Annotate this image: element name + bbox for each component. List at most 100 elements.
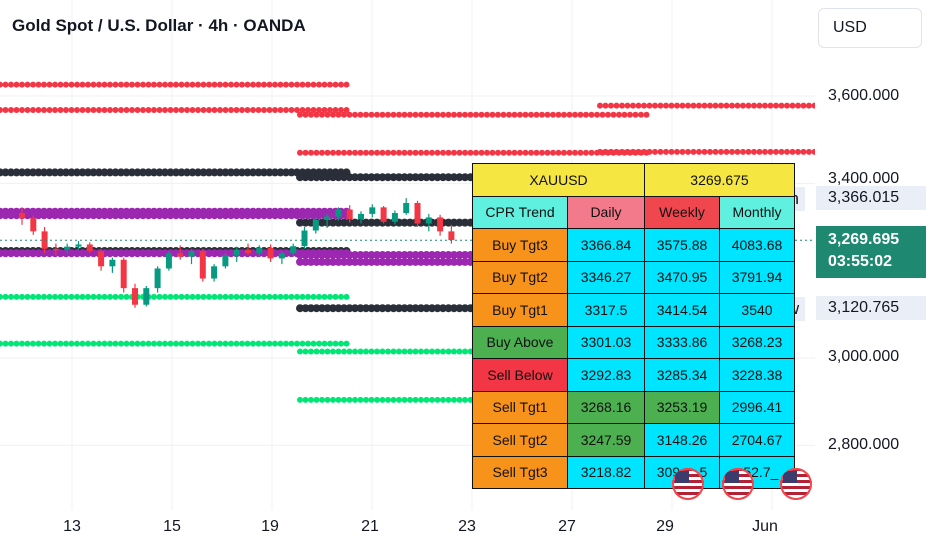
candle-body <box>391 213 398 222</box>
us-flag-icon[interactable] <box>722 468 754 500</box>
pivot-dot <box>221 168 230 177</box>
cpr-dot <box>111 211 120 220</box>
resistance-dot <box>723 102 730 109</box>
resistance-dot <box>316 106 322 113</box>
us-flag-icon[interactable] <box>780 468 812 500</box>
support-dot <box>118 293 124 300</box>
pivot-dot <box>373 218 381 227</box>
resistance-dot <box>517 111 523 118</box>
resistance-dot <box>352 149 358 156</box>
flag-canton <box>783 471 797 483</box>
pivot-level-line <box>0 168 351 177</box>
support-dot <box>374 348 380 355</box>
pivot-dot <box>254 168 263 177</box>
resistance-dot <box>129 81 135 88</box>
support-dot <box>156 340 163 347</box>
cpr-dot <box>334 250 343 259</box>
resistance-dot <box>668 102 675 109</box>
cpr-dot <box>304 211 312 220</box>
pivot-dot <box>444 173 453 182</box>
resistance-dot <box>610 111 617 118</box>
cpr-dot <box>265 211 274 220</box>
pivot-dot <box>18 168 26 177</box>
support-dot <box>0 293 3 300</box>
resistance-dot <box>511 149 518 156</box>
resistance-dot <box>533 111 540 118</box>
resistance-dot <box>145 81 152 88</box>
resistance-dot <box>313 149 320 156</box>
support-dot <box>178 293 185 300</box>
support-dot <box>211 293 218 300</box>
cpr-dot <box>461 257 469 266</box>
cpr-dot <box>166 211 175 220</box>
support-dot <box>30 340 36 347</box>
resistance-dot <box>467 111 474 118</box>
candle <box>391 210 398 225</box>
pivot-dot <box>144 168 153 177</box>
resistance-dot <box>19 81 25 88</box>
pivot-dot <box>323 173 332 182</box>
cpr-dot <box>51 249 59 258</box>
resistance-dot <box>588 149 595 156</box>
header-cell: Monthly <box>719 195 795 229</box>
pivot-dot <box>232 168 241 177</box>
resistance-dot <box>429 149 435 156</box>
resistance-dot <box>685 148 691 155</box>
resistance-dot <box>440 111 446 118</box>
cpr-dot <box>309 211 318 220</box>
cpr-dot <box>1 249 10 258</box>
currency-button[interactable]: USD <box>818 8 922 48</box>
support-dot <box>24 293 31 300</box>
candle-body <box>75 244 82 247</box>
cpr-dot <box>411 257 420 266</box>
candle <box>267 244 274 262</box>
candle <box>290 243 297 257</box>
resistance-dot <box>390 149 397 156</box>
resistance-dot <box>310 81 317 88</box>
resistance-dot <box>222 106 229 113</box>
resistance-dot <box>46 106 53 113</box>
table-row: Sell Below 3292.83 3285.34 3228.38 <box>472 358 795 392</box>
resistance-dot <box>277 106 284 113</box>
pivot-dot <box>334 218 343 227</box>
date-tick: Jun <box>752 518 778 535</box>
pivot-dot <box>73 168 81 177</box>
cpr-dot <box>95 211 103 220</box>
pivot-dot <box>249 168 257 177</box>
resistance-dot <box>685 102 691 109</box>
resistance-dot <box>239 106 245 113</box>
pivot-dot <box>400 218 409 227</box>
cpr-dot <box>117 249 125 258</box>
cpr-dot <box>351 250 359 259</box>
resistance-dot <box>200 106 207 113</box>
candle <box>52 243 59 256</box>
support-dot <box>2 293 9 300</box>
candle-body <box>346 209 353 220</box>
resistance-dot <box>646 102 653 109</box>
support-dot <box>423 396 430 403</box>
support-dot <box>352 348 358 355</box>
resistance-dot <box>283 81 289 88</box>
daily-value-cell: 3292.83 <box>567 358 645 392</box>
support-dot <box>440 396 446 403</box>
resistance-dot <box>217 81 223 88</box>
us-flag-icon[interactable] <box>672 468 704 500</box>
support-dot <box>74 340 80 347</box>
cpr-dot <box>439 257 447 266</box>
resistance-dot <box>302 111 309 118</box>
candle <box>312 217 319 234</box>
candle-body <box>290 246 297 254</box>
resistance-dot <box>473 111 479 118</box>
candle <box>369 204 376 218</box>
resistance-dot <box>489 111 496 118</box>
resistance-dot <box>674 148 680 155</box>
flag-canton <box>725 471 739 483</box>
daily-value-cell: 3346.27 <box>567 260 645 294</box>
support-dot <box>41 340 47 347</box>
candle-body <box>154 268 161 289</box>
resistance-dot <box>338 81 344 88</box>
resistance-dot <box>313 111 320 118</box>
resistance-dot <box>327 81 333 88</box>
resistance-dot <box>266 106 273 113</box>
pivot-dot <box>51 168 59 177</box>
